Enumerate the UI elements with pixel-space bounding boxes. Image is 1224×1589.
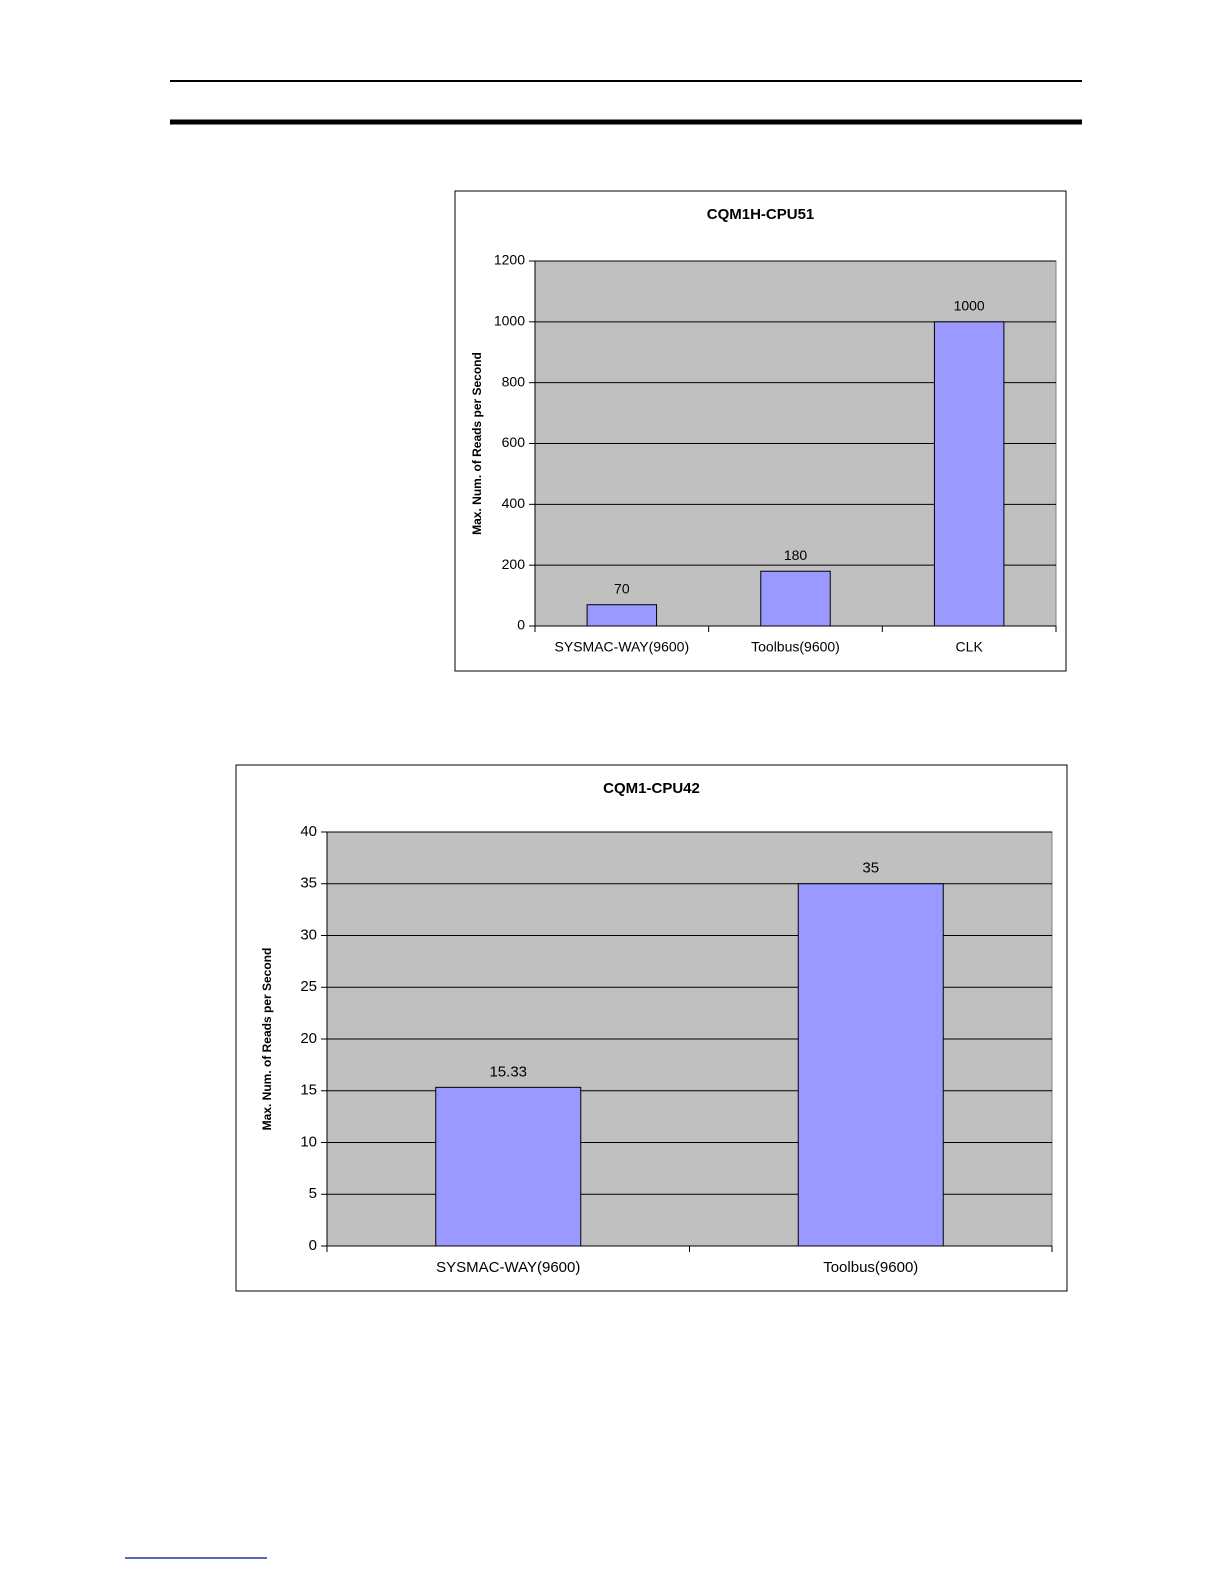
y-tick-label: 35	[300, 875, 317, 892]
y-tick-label: 1200	[494, 252, 525, 268]
y-tick-label: 200	[502, 556, 526, 572]
chart-title: CQM1-CPU42	[603, 780, 700, 797]
x-tick-label: SYSMAC-WAY(9600)	[555, 639, 690, 655]
bar	[586, 604, 658, 627]
y-tick-label: 0	[517, 617, 525, 633]
chart-title: CQM1H-CPU51	[707, 206, 815, 223]
x-tick-label: SYSMAC-WAY(9600)	[436, 1259, 580, 1276]
y-tick-label: 600	[502, 434, 526, 450]
y-axis-label: Max. Num. of Reads per Second	[470, 352, 484, 535]
y-tick-label: 10	[300, 1133, 317, 1150]
bar	[435, 1086, 582, 1247]
data-label: 35	[862, 860, 879, 877]
y-tick-label: 5	[309, 1185, 317, 1202]
y-tick-label: 800	[502, 373, 526, 389]
y-tick-label: 25	[300, 978, 317, 995]
y-tick-label: 0	[309, 1237, 317, 1254]
data-label: 1000	[954, 298, 985, 314]
bar	[933, 321, 1005, 627]
y-tick-label: 20	[300, 1030, 317, 1047]
bar	[760, 570, 831, 627]
y-tick-label: 400	[502, 495, 526, 511]
x-tick-label: CLK	[956, 639, 984, 655]
x-tick-label: Toolbus(9600)	[823, 1259, 918, 1276]
bar	[797, 883, 944, 1247]
data-label: 15.33	[489, 1063, 527, 1080]
y-tick-label: 15	[300, 1082, 317, 1099]
y-axis-label: Max. Num. of Reads per Second	[260, 948, 274, 1131]
x-tick-label: Toolbus(9600)	[751, 639, 840, 655]
y-tick-label: 40	[300, 823, 317, 840]
data-label: 180	[784, 547, 808, 563]
y-tick-label: 1000	[494, 313, 525, 329]
y-tick-label: 30	[300, 926, 317, 943]
data-label: 70	[614, 580, 630, 596]
